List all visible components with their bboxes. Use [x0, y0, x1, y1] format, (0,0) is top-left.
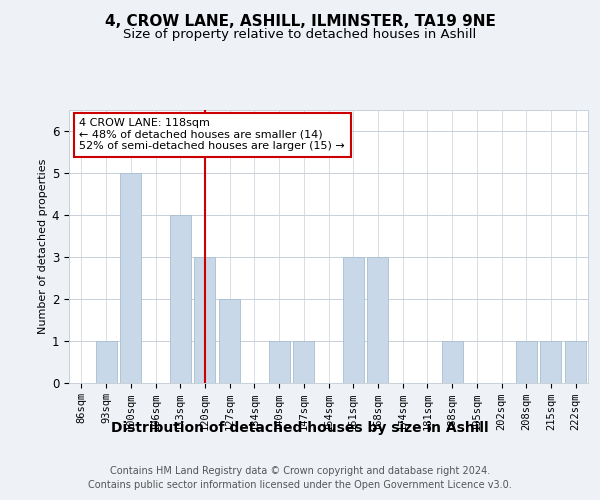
Bar — [442, 340, 463, 382]
Bar — [343, 256, 364, 382]
Bar — [269, 340, 290, 382]
Text: Contains public sector information licensed under the Open Government Licence v3: Contains public sector information licen… — [88, 480, 512, 490]
Text: 4 CROW LANE: 118sqm
← 48% of detached houses are smaller (14)
52% of semi-detach: 4 CROW LANE: 118sqm ← 48% of detached ho… — [79, 118, 345, 152]
Bar — [219, 298, 240, 382]
Bar — [565, 340, 586, 382]
Bar — [170, 215, 191, 382]
Bar — [95, 340, 116, 382]
Text: Size of property relative to detached houses in Ashill: Size of property relative to detached ho… — [124, 28, 476, 41]
Text: Distribution of detached houses by size in Ashill: Distribution of detached houses by size … — [111, 421, 489, 435]
Bar — [120, 173, 141, 382]
Bar — [516, 340, 537, 382]
Bar — [194, 256, 215, 382]
Y-axis label: Number of detached properties: Number of detached properties — [38, 158, 47, 334]
Bar — [293, 340, 314, 382]
Bar — [541, 340, 562, 382]
Bar — [367, 256, 388, 382]
Text: Contains HM Land Registry data © Crown copyright and database right 2024.: Contains HM Land Registry data © Crown c… — [110, 466, 490, 476]
Text: 4, CROW LANE, ASHILL, ILMINSTER, TA19 9NE: 4, CROW LANE, ASHILL, ILMINSTER, TA19 9N… — [104, 14, 496, 29]
